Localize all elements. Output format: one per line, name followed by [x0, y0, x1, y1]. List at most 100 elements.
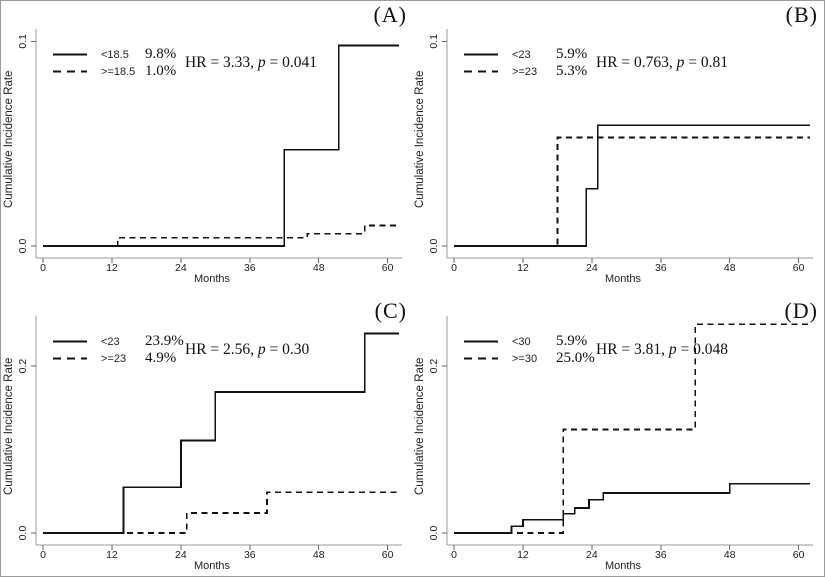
legend-value: 5.3% [556, 63, 588, 79]
p-value: = 0.81 [688, 54, 729, 71]
panel-c: 0 12 24 36 48 60 0.0 0.2 Cumulative Incidence R… [1, 288, 413, 576]
panel-label: (A) [373, 2, 407, 27]
dashed-line-swatch [53, 357, 87, 360]
x-tick-label: 0 [40, 549, 46, 561]
x-tick-label: 24 [586, 262, 598, 274]
x-axis-title: Months [193, 560, 231, 572]
p-value: = 0.041 [269, 54, 318, 71]
hr-annotation: HR = 3.33, p = 0.041 [185, 54, 317, 72]
solid-line-swatch [53, 340, 87, 343]
x-tick-label: 12 [517, 262, 529, 274]
p-value: = 0.048 [680, 341, 729, 358]
legend: <30 5.9% >=30 25.0% [464, 333, 595, 367]
y-tick-label: 0.1 [428, 34, 440, 49]
y-axis-title: Cumulative Incidence Rate [414, 357, 426, 495]
solid-line-swatch [53, 53, 87, 56]
x-tick-label: 60 [793, 262, 805, 274]
series-line-solid [454, 482, 811, 534]
legend-label: <23 [101, 335, 120, 348]
legend-value: 9.8% [145, 46, 177, 62]
hr-value: HR = 3.33, [185, 54, 255, 71]
legend-item: >=23 5.3% [464, 63, 587, 80]
legend-value: 5.9% [556, 333, 588, 349]
x-tick-label: 60 [793, 549, 805, 561]
y-tick-label: 0.1 [17, 34, 29, 49]
x-tick-label: 0 [40, 262, 46, 274]
y-axis-title: Cumulative Incidence Rate [3, 70, 15, 208]
series-line-dashed [43, 491, 400, 534]
legend-item: <18.5 9.8% [53, 46, 176, 63]
legend-label: <18.5 [101, 48, 129, 61]
panel-b: 0 12 24 36 48 60 0.0 0.1 Cumulative Incidence R… [412, 1, 824, 289]
y-tick-label: 0.0 [17, 526, 29, 541]
x-tick-label: 36 [244, 262, 256, 274]
legend-value: 1.0% [145, 63, 177, 79]
y-axis-title: Cumulative Incidence Rate [414, 70, 426, 208]
panel-label: (C) [374, 298, 407, 323]
legend-value: 23.9% [145, 333, 184, 349]
p-value: = 0.30 [269, 341, 310, 358]
x-tick-label: 36 [244, 549, 256, 561]
legend-item: >=18.5 1.0% [53, 63, 176, 80]
y-tick-label: 0.0 [428, 526, 440, 541]
legend: <18.5 9.8% >=18.5 1.0% [53, 46, 176, 80]
panel-label: (B) [785, 2, 818, 27]
p-symbol: p [257, 341, 266, 358]
plot-area-c: 0 12 24 36 48 60 0.0 0.2 [17, 316, 402, 561]
x-tick-label: 48 [313, 549, 325, 561]
series-line-dashed [43, 224, 400, 247]
x-tick-label: 36 [655, 262, 667, 274]
hr-value: HR = 2.56, [185, 341, 255, 358]
x-tick-label: 48 [313, 262, 325, 274]
x-tick-label: 12 [106, 549, 118, 561]
legend-item: <23 23.9% [53, 333, 184, 350]
hr-value: HR = 0.763, [596, 54, 673, 71]
panel-label: (D) [784, 298, 818, 323]
hr-annotation: HR = 2.56, p = 0.30 [185, 341, 309, 359]
legend-item: <30 5.9% [464, 333, 595, 350]
legend-item: >=23 4.9% [53, 350, 184, 367]
legend-label: >=18.5 [101, 65, 136, 78]
dashed-line-swatch [464, 357, 498, 360]
p-symbol: p [257, 54, 266, 71]
legend-label: >=30 [512, 352, 538, 365]
x-axis-title: Months [604, 273, 642, 285]
series-line-solid [454, 124, 811, 247]
plot-area-d: 0 12 24 36 48 60 0.0 0.2 [428, 316, 813, 561]
dashed-line-swatch [464, 70, 498, 73]
y-axis-title: Cumulative Incidence Rate [3, 357, 15, 495]
x-tick-label: 0 [451, 262, 457, 274]
y-tick-label: 0.0 [17, 239, 29, 254]
legend: <23 5.9% >=23 5.3% [464, 46, 587, 80]
x-tick-label: 24 [586, 549, 598, 561]
series-line-solid [43, 332, 400, 534]
plot-area-a: 0 12 24 36 48 60 0.0 0.1 [17, 29, 402, 274]
y-tick-label: 0.2 [17, 359, 29, 374]
dashed-line-swatch [53, 70, 87, 73]
x-tick-label: 12 [517, 549, 529, 561]
legend-label: <30 [512, 335, 531, 348]
y-tick-label: 0.2 [428, 359, 440, 374]
legend-label: <23 [512, 48, 531, 61]
legend-value: 5.9% [556, 46, 588, 62]
x-tick-label: 48 [724, 262, 736, 274]
plot-area-b: 0 12 24 36 48 60 0.0 0.1 [428, 29, 813, 274]
legend-value: 4.9% [145, 350, 177, 366]
series-line-solid [43, 44, 400, 247]
legend-label: >=23 [512, 65, 538, 78]
legend-label: >=23 [101, 352, 127, 365]
x-tick-label: 36 [655, 549, 667, 561]
x-axis-title: Months [193, 273, 231, 285]
x-tick-label: 24 [175, 549, 187, 561]
hr-annotation: HR = 0.763, p = 0.81 [596, 54, 728, 72]
legend: <23 23.9% >=23 4.9% [53, 333, 184, 367]
x-tick-label: 0 [451, 549, 457, 561]
legend-value: 25.0% [556, 350, 595, 366]
x-tick-label: 12 [106, 262, 118, 274]
legend-item: <23 5.9% [464, 46, 587, 63]
panel-a: 0 12 24 36 48 60 0.0 0.1 Cumulative Incidence R… [1, 1, 413, 289]
x-tick-label: 48 [724, 549, 736, 561]
p-symbol: p [668, 341, 677, 358]
p-symbol: p [676, 54, 685, 71]
